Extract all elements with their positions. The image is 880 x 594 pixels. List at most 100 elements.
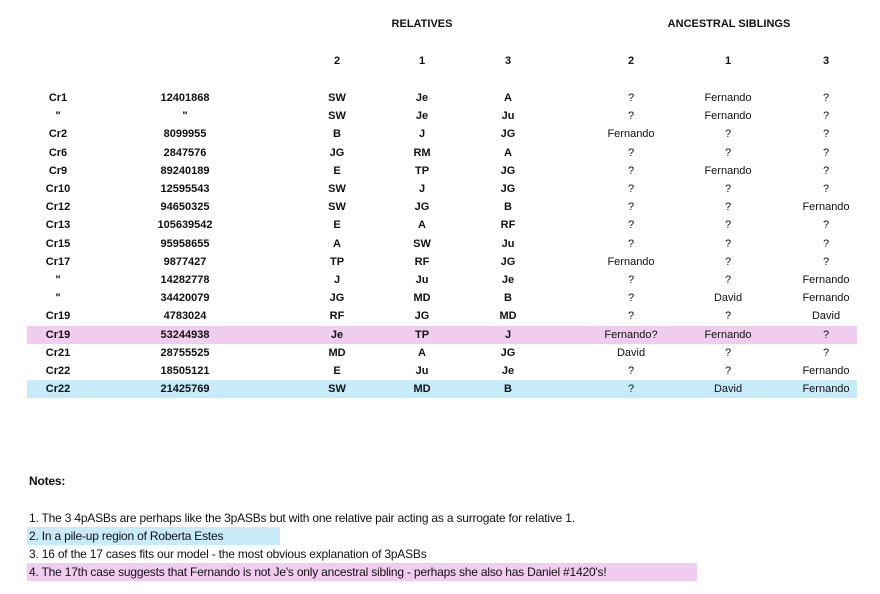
segment-id-cell: 18505121 <box>160 365 210 377</box>
chromosome-cell: Cr22 <box>45 365 71 377</box>
sibling-3-cell: ? <box>822 237 830 250</box>
segment-id-cell: 28755525 <box>160 346 210 359</box>
relative-1-cell: JG <box>414 201 430 214</box>
table-row: Cr22 18505121 E Ju Je?? Fernando <box>27 362 857 380</box>
chromosome-cell: " <box>55 110 61 123</box>
table-row: Cr19 4783024 RF JG MD?? David <box>27 307 857 325</box>
relative-1-cell: J <box>418 183 426 195</box>
relative-2-cell: B <box>333 128 341 141</box>
sibling-1-cell: ? <box>724 183 732 195</box>
relative-2-cell: SW <box>328 383 346 396</box>
relative-2-cell: RF <box>329 310 345 323</box>
relative-3-cell: Je <box>501 274 515 286</box>
col-header-relative-3: 3 <box>504 55 512 67</box>
ancestral-siblings-header: ANCESTRAL SIBLINGS <box>667 18 791 30</box>
table-row: " 34420079 JG MD B? David Fernando <box>27 289 857 307</box>
relative-1-cell: Je <box>415 92 429 104</box>
relative-2-cell: J <box>333 274 341 286</box>
relative-1-cell: RF <box>414 255 430 268</box>
relative-3-cell: A <box>504 146 512 159</box>
sibling-2-cell: ? <box>627 146 635 159</box>
chromosome-cell: Cr19 <box>45 310 71 323</box>
col-header-relative-1: 1 <box>418 55 426 67</box>
table-row: Cr21 28755525 MD A JG David?? <box>27 344 857 362</box>
note-item: 3. 16 of the 17 cases fits our model - t… <box>29 547 427 561</box>
relative-3-cell: B <box>504 201 512 214</box>
relative-3-cell: Ju <box>501 237 515 250</box>
table-row: Cr22 21425769 SW MD B? David Fernando <box>27 380 857 399</box>
chromosome-cell: Cr13 <box>45 219 71 232</box>
sibling-2-cell: ? <box>627 201 635 214</box>
sibling-2-cell: David <box>616 346 646 359</box>
sibling-1-cell: ? <box>724 346 732 359</box>
relative-3-cell: MD <box>499 310 517 323</box>
segment-id-cell: 12401868 <box>160 92 210 104</box>
sibling-3-cell: Fernando <box>802 365 850 377</box>
sibling-1-cell: Fernando <box>704 110 752 123</box>
sibling-3-cell: ? <box>822 328 830 341</box>
relative-2-cell: SW <box>328 92 346 104</box>
chromosome-cell: Cr6 <box>48 146 68 159</box>
relative-2-cell: Je <box>330 328 344 341</box>
relative-2-cell: E <box>333 164 341 177</box>
col-header-relative-2: 2 <box>333 55 341 67</box>
table-row: Cr17 9877427 TP RF JG Fernando?? <box>27 253 857 271</box>
sibling-3-cell: Fernando <box>802 383 850 396</box>
relative-2-cell: JG <box>329 146 345 159</box>
sibling-3-cell: David <box>811 310 841 323</box>
sibling-1-cell: ? <box>724 146 732 159</box>
table-row: " " SW Je Ju? Fernando? <box>27 107 857 125</box>
relative-3-cell: B <box>504 292 512 305</box>
chromosome-cell: Cr19 <box>45 328 71 341</box>
relative-1-cell: A <box>418 219 426 232</box>
relative-2-cell: E <box>333 365 341 377</box>
sibling-3-cell: ? <box>822 183 830 195</box>
table-row: Cr2 8099955 B J JG Fernando?? <box>27 125 857 143</box>
chromosome-cell: Cr9 <box>48 164 68 177</box>
chromosome-cell: Cr12 <box>45 201 71 214</box>
table-row: Cr19 53244938 Je TP J Fernando? Fernando? <box>27 325 857 344</box>
sibling-3-cell: ? <box>822 346 830 359</box>
chromosome-cell: " <box>55 292 61 305</box>
sibling-2-cell: ? <box>627 92 635 104</box>
table-row: Cr9 89240189 E TP JG? Fernando? <box>27 162 857 180</box>
relative-1-cell: J <box>418 128 426 141</box>
segment-id-cell: 21425769 <box>160 383 210 396</box>
sibling-2-cell: ? <box>627 383 635 396</box>
sibling-1-cell: ? <box>724 219 732 232</box>
relative-3-cell: Je <box>501 365 515 377</box>
sibling-1-cell: David <box>713 292 743 305</box>
relative-2-cell: SW <box>328 183 346 195</box>
relative-3-cell: JG <box>500 255 516 268</box>
sibling-1-cell: Fernando <box>704 92 752 104</box>
segment-id-cell: 8099955 <box>163 128 207 141</box>
segment-id-cell: 105639542 <box>157 219 213 232</box>
relative-3-cell: B <box>504 383 512 396</box>
relative-3-cell: JG <box>500 164 516 177</box>
table-row: Cr6 2847576 JG RM A??? <box>27 144 857 162</box>
col-header-sibling-2: 2 <box>627 55 635 67</box>
notes-title: Notes: <box>29 474 66 488</box>
table-row: " 14282778 J Ju Je?? Fernando <box>27 271 857 289</box>
segment-id-cell: 12595543 <box>160 183 210 195</box>
relative-1-cell: JG <box>414 310 430 323</box>
col-header-sibling-1: 1 <box>724 55 732 67</box>
sibling-3-cell: Fernando <box>802 201 850 214</box>
sibling-1-cell: ? <box>724 237 732 250</box>
relative-3-cell: JG <box>500 128 516 141</box>
relative-1-cell: Je <box>415 110 429 123</box>
relative-1-cell: A <box>418 346 426 359</box>
relative-2-cell: SW <box>328 110 346 123</box>
table-row: Cr1 12401868 SW Je A? Fernando? <box>27 89 857 107</box>
sibling-3-cell: ? <box>822 128 830 141</box>
chromosome-cell: Cr2 <box>48 128 68 141</box>
sibling-3-cell: ? <box>822 255 830 268</box>
sibling-3-cell: Fernando <box>802 292 850 305</box>
segment-id-cell: 95958655 <box>160 237 210 250</box>
sibling-1-cell: David <box>713 383 743 396</box>
sibling-1-cell: Fernando <box>704 328 752 341</box>
relative-2-cell: A <box>333 237 341 250</box>
relative-1-cell: MD <box>413 292 431 305</box>
relative-3-cell: RF <box>500 219 516 232</box>
sibling-2-cell: ? <box>627 110 635 123</box>
